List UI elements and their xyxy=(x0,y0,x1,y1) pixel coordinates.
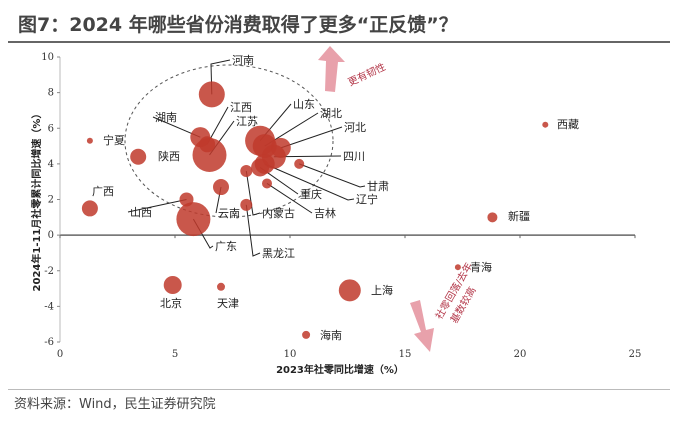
bubble-北京 xyxy=(163,276,182,294)
figure-title: 图7：2024 年哪些省份消费取得了更多“正反馈”？ xyxy=(18,14,458,36)
point-label: 北京 xyxy=(160,296,182,310)
leader-line xyxy=(264,163,355,201)
y-tick-label: -6 xyxy=(44,337,54,348)
point-label: 重庆 xyxy=(300,187,322,201)
x-tick-label: 10 xyxy=(284,349,297,360)
point-label: 湖北 xyxy=(320,107,342,120)
dashed-ellipse xyxy=(124,64,334,218)
point-label: 海南 xyxy=(320,328,342,342)
bubble-新疆 xyxy=(487,212,498,223)
y-tick-label: -2 xyxy=(44,266,54,277)
y-tick-label: 0 xyxy=(48,230,54,241)
y-tick-label: 8 xyxy=(48,88,54,99)
point-label: 河南 xyxy=(232,54,254,67)
bubble-河南 xyxy=(198,81,225,108)
point-label: 吉林 xyxy=(314,206,336,220)
point-label: 上海 xyxy=(371,283,393,297)
leader-line xyxy=(266,183,313,214)
leader-line xyxy=(245,204,261,257)
leader-line xyxy=(299,163,366,188)
point-label: 黑龙江 xyxy=(262,247,295,260)
x-tick-label: 5 xyxy=(172,349,178,360)
point-label: 河北 xyxy=(344,121,366,134)
bubble-天津 xyxy=(217,282,225,291)
y-tick-label: 6 xyxy=(48,123,54,134)
leader-line xyxy=(245,170,261,216)
bubble-宁夏 xyxy=(86,137,93,144)
bubble-甘肃 xyxy=(294,158,305,169)
x-axis-label: 2023年社零同比增速（%） xyxy=(276,363,404,376)
bubble-青海 xyxy=(454,264,461,271)
bubble-广西 xyxy=(81,200,98,217)
y-tick-label: 4 xyxy=(48,159,54,170)
point-label: 湖南 xyxy=(155,111,177,124)
point-label: 江西 xyxy=(230,101,252,114)
y-tick-label: -4 xyxy=(44,301,54,312)
x-tick-label: 20 xyxy=(514,349,527,360)
down-arrow-icon xyxy=(410,300,434,352)
bubble-黑龙江 xyxy=(240,198,253,211)
point-label: 四川 xyxy=(343,150,365,163)
point-label: 青海 xyxy=(470,260,492,274)
point-label: 天津 xyxy=(217,297,239,310)
source-note: 资料来源：Wind，民生证券研究院 xyxy=(14,397,216,412)
axes: 0 5 10 15 20 25 -6 -4 -2 0 2 4 6 8 10 xyxy=(41,52,641,360)
bubble-云南 xyxy=(213,179,229,196)
point-label: 宁夏 xyxy=(103,133,125,147)
leader-line xyxy=(127,199,187,213)
y-tick-label: 10 xyxy=(41,52,54,63)
bubble-内蒙古 xyxy=(240,165,253,177)
y-axis-label: 2024年1-11月社零累计同比增速（%） xyxy=(30,109,43,292)
x-tick-label: 25 xyxy=(629,349,642,360)
point-label: 山西 xyxy=(130,206,152,219)
bubble-重庆 xyxy=(251,158,270,177)
bubble-吉林 xyxy=(262,178,272,189)
y-tick-label: 2 xyxy=(48,195,54,206)
bubble-上海 xyxy=(338,279,361,302)
x-tick-label: 0 xyxy=(57,349,63,360)
point-label: 辽宁 xyxy=(356,192,378,206)
bubble-江苏 xyxy=(192,137,227,172)
point-label: 内蒙古 xyxy=(262,206,295,220)
point-label: 云南 xyxy=(218,207,240,220)
bubble-陕西 xyxy=(130,148,147,165)
point-label: 江苏 xyxy=(236,115,258,128)
title-divider xyxy=(8,41,670,43)
up-arrow-label: 更有韧性 xyxy=(346,60,388,89)
point-label: 新疆 xyxy=(508,209,530,223)
bubble-广东 xyxy=(176,202,211,237)
point-label: 广东 xyxy=(215,240,237,253)
leader-line xyxy=(280,126,343,149)
point-label: 西藏 xyxy=(557,118,579,131)
source-divider xyxy=(8,389,670,390)
point-label: 陕西 xyxy=(158,149,180,163)
bubble-西藏 xyxy=(542,121,549,128)
up-arrow-icon xyxy=(318,46,345,92)
point-label: 甘肃 xyxy=(367,180,389,193)
bubble-海南 xyxy=(302,330,311,339)
x-tick-label: 15 xyxy=(399,349,412,360)
point-label: 山东 xyxy=(293,98,315,111)
point-label: 广西 xyxy=(92,185,114,198)
bubbles xyxy=(81,81,549,339)
